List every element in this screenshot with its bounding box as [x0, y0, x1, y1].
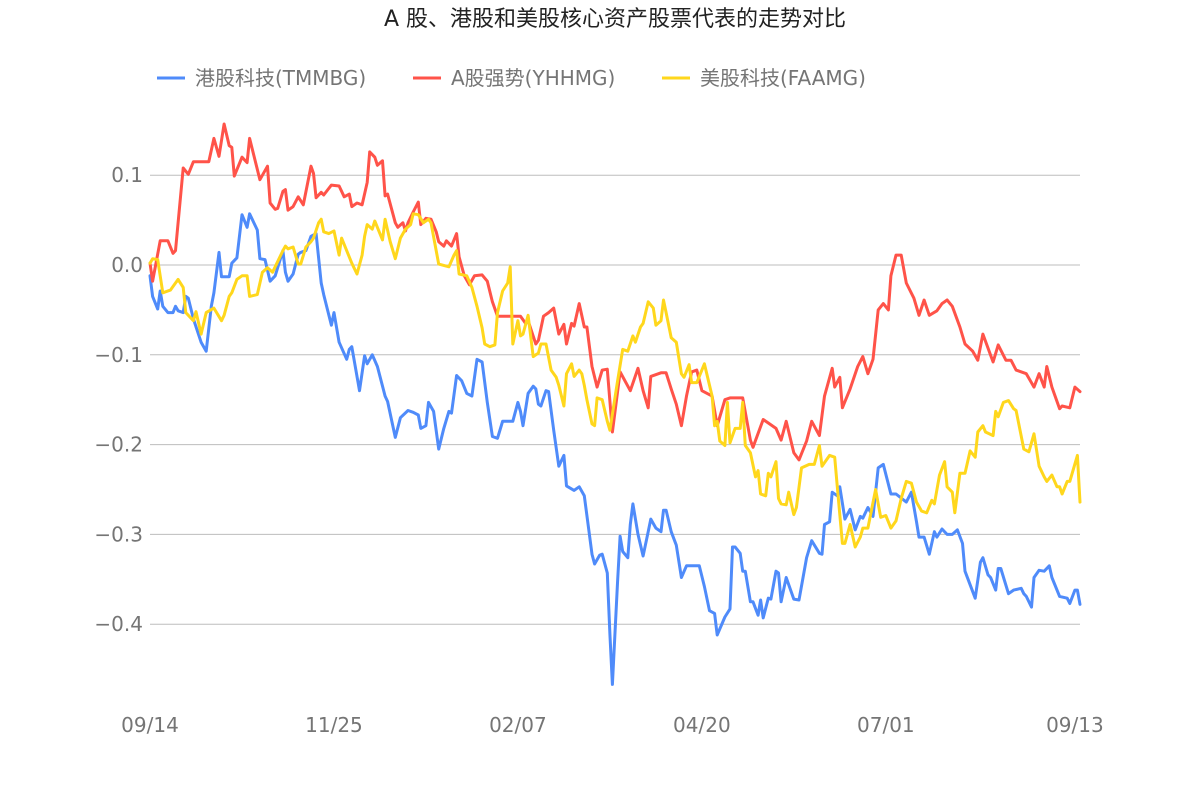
- y-tick-label: −0.3: [94, 522, 143, 546]
- x-tick-label: 02/07: [489, 713, 547, 737]
- y-tick-label: 0.1: [111, 163, 143, 187]
- y-tick-label: −0.1: [94, 343, 143, 367]
- series-line-2: [148, 212, 1082, 549]
- legend-label-yhhmg: A股强势(YHHMG): [451, 66, 615, 90]
- series-line-1: [148, 122, 1082, 462]
- series-line-0: [148, 212, 1082, 686]
- y-tick-label: −0.4: [94, 612, 143, 636]
- legend-item-faamg[interactable]: 美股科技(FAAMG): [662, 66, 866, 90]
- x-tick-label: 11/25: [305, 713, 363, 737]
- x-tick-label: 07/01: [857, 713, 915, 737]
- legend-label-tmmbg: 港股科技(TMMBG): [195, 66, 366, 90]
- y-tick-label: −0.2: [94, 433, 143, 457]
- x-tick-label: 09/13: [1046, 713, 1104, 737]
- legend: 港股科技(TMMBG) A股强势(YHHMG) 美股科技(FAAMG): [157, 66, 866, 90]
- legend-item-tmmbg[interactable]: 港股科技(TMMBG): [157, 66, 366, 90]
- x-tick-label: 04/20: [673, 713, 731, 737]
- x-axis-ticks: 09/14 11/25 02/07 04/20 07/01 09/13: [121, 713, 1104, 737]
- chart-title: A 股、港股和美股核心资产股票代表的走势对比: [384, 7, 846, 32]
- legend-label-faamg: 美股科技(FAAMG): [700, 66, 866, 90]
- y-tick-label: 0.0: [111, 253, 143, 277]
- x-tick-label: 09/14: [121, 713, 179, 737]
- series-lines: [148, 122, 1082, 686]
- legend-item-yhhmg[interactable]: A股强势(YHHMG): [413, 66, 615, 90]
- y-axis-ticks: 0.1 0.0 −0.1 −0.2 −0.3 −0.4: [94, 163, 143, 636]
